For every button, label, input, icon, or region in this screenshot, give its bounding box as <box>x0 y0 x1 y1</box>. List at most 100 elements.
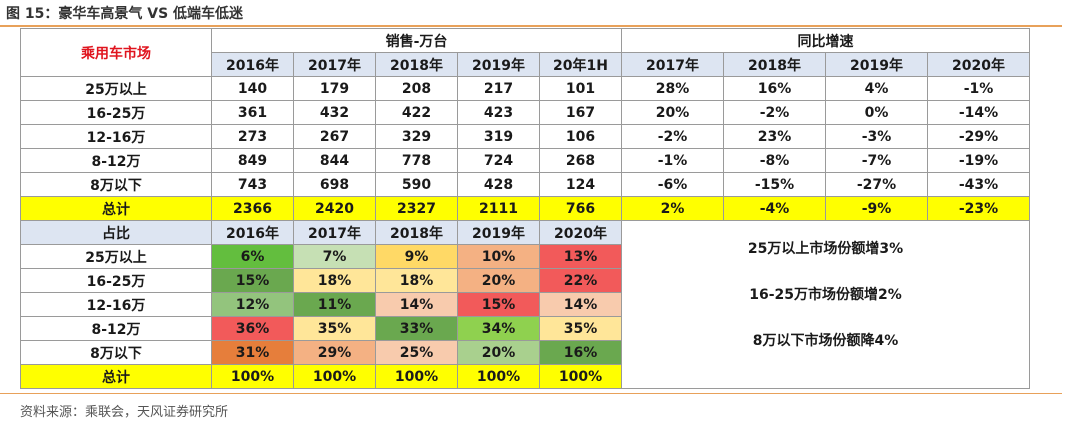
growth-cell: -27% <box>825 172 928 197</box>
row-label: 8-12万 <box>20 316 212 341</box>
share-total-cell: 100% <box>211 364 294 389</box>
share-cell: 36% <box>211 316 294 341</box>
growth-cell: -29% <box>927 124 1030 149</box>
share-year-header: 2020年 <box>539 220 622 245</box>
share-cell: 18% <box>293 268 376 293</box>
share-year-header: 2016年 <box>211 220 294 245</box>
growth-year-header: 2019年 <box>825 52 928 77</box>
share-cell: 25% <box>375 340 458 365</box>
share-cell: 35% <box>539 316 622 341</box>
sales-year-header: 2017年 <box>293 52 376 77</box>
growth-cell: -1% <box>621 148 724 173</box>
share-cell: 15% <box>457 292 540 317</box>
row-label: 12-16万 <box>20 292 212 317</box>
share-cell: 11% <box>293 292 376 317</box>
bottom-rule <box>0 393 1062 394</box>
share-row: 8万以下 31% 29% 25% 20% 16% <box>20 340 1030 365</box>
share-cell: 12% <box>211 292 294 317</box>
sales-cell: 267 <box>293 124 376 149</box>
table-row: 8万以下 743 698 590 428 124 -6% -15% -27% -43% <box>20 172 1030 197</box>
share-cell: 34% <box>457 316 540 341</box>
market-header: 乘用车市场 <box>20 28 212 77</box>
market-table: 乘用车市场 销售-万台 同比增速 2016年 2017年 2018年 2019年 20年1H 2… <box>20 28 1030 389</box>
total-label: 总计 <box>20 196 212 221</box>
growth-cell: 4% <box>825 76 928 101</box>
share-year-header: 2017年 <box>293 220 376 245</box>
growth-cell: -8% <box>723 148 826 173</box>
header-row: 乘用车市场 销售-万台 同比增速 <box>20 28 1030 77</box>
share-cell: 20% <box>457 268 540 293</box>
sales-cell: 217 <box>457 76 540 101</box>
sales-cell: 423 <box>457 100 540 125</box>
sales-cell: 361 <box>211 100 294 125</box>
sales-year-header: 2016年 <box>211 52 294 77</box>
share-cell: 31% <box>211 340 294 365</box>
table-row: 16-25万 361 432 422 423 167 20% -2% 0% -14% <box>20 100 1030 125</box>
share-cell: 33% <box>375 316 458 341</box>
share-total-label: 总计 <box>20 364 212 389</box>
sales-cell: 106 <box>539 124 622 149</box>
growth-cell: 20% <box>621 100 724 125</box>
share-note: 25万以上市场份额增3% <box>747 241 904 257</box>
sales-cell: 208 <box>375 76 458 101</box>
row-label: 16-25万 <box>20 100 212 125</box>
share-row: 16-25万 15% 18% 18% 20% 22% <box>20 268 1030 293</box>
growth-cell: 0% <box>825 100 928 125</box>
total-growth-cell: 2% <box>621 196 724 221</box>
growth-cell: -19% <box>927 148 1030 173</box>
share-header: 占比 <box>20 220 212 245</box>
share-cell: 7% <box>293 244 376 269</box>
row-label: 8万以下 <box>20 172 212 197</box>
share-cell: 35% <box>293 316 376 341</box>
sales-cell: 844 <box>293 148 376 173</box>
share-cell: 14% <box>375 292 458 317</box>
share-total-row: 总计 100% 100% 100% 100% 100% <box>20 364 1030 389</box>
total-row: 总计 2366 2420 2327 2111 766 2% -4% -9% -23% <box>20 196 1030 221</box>
total-growth-cell: -9% <box>825 196 928 221</box>
share-row: 8-12万 36% 35% 33% 34% 35% <box>20 316 1030 341</box>
sales-cell: 167 <box>539 100 622 125</box>
share-note: 16-25万市场份额增2% <box>749 287 902 303</box>
row-label: 8万以下 <box>20 340 212 365</box>
share-total-cell: 100% <box>539 364 622 389</box>
source-note: 资料来源：乘联会，天风证券研究所 <box>20 405 229 420</box>
total-sales-cell: 2420 <box>293 196 376 221</box>
sales-year-header: 20年1H <box>539 52 622 77</box>
sales-cell: 273 <box>211 124 294 149</box>
growth-cell: 23% <box>723 124 826 149</box>
share-row: 12-16万 12% 11% 14% 15% 14% <box>20 292 1030 317</box>
sales-cell: 724 <box>457 148 540 173</box>
share-year-header: 2018年 <box>375 220 458 245</box>
notes-cell: 25万以上市场份额增3% 16-25万市场份额增2% 8万以下市场份额降4% <box>621 220 1030 389</box>
growth-year-header: 2018年 <box>723 52 826 77</box>
growth-header: 同比增速 <box>621 28 1030 53</box>
share-cell: 22% <box>539 268 622 293</box>
growth-cell: -2% <box>621 124 724 149</box>
sales-cell: 140 <box>211 76 294 101</box>
sales-cell: 329 <box>375 124 458 149</box>
row-label: 25万以上 <box>20 244 212 269</box>
sales-cell: 179 <box>293 76 376 101</box>
sales-header: 销售-万台 <box>211 28 622 53</box>
growth-cell: -43% <box>927 172 1030 197</box>
total-sales-cell: 2327 <box>375 196 458 221</box>
share-total-cell: 100% <box>293 364 376 389</box>
title-rule <box>0 25 1062 27</box>
table-row: 12-16万 273 267 329 319 106 -2% 23% -3% -29% <box>20 124 1030 149</box>
growth-cell: -15% <box>723 172 826 197</box>
share-cell: 18% <box>375 268 458 293</box>
growth-year-header: 2020年 <box>927 52 1030 77</box>
sales-cell: 101 <box>539 76 622 101</box>
share-cell: 6% <box>211 244 294 269</box>
share-cell: 16% <box>539 340 622 365</box>
sales-cell: 422 <box>375 100 458 125</box>
share-cell: 20% <box>457 340 540 365</box>
growth-cell: -6% <box>621 172 724 197</box>
table-row: 8-12万 849 844 778 724 268 -1% -8% -7% -19% <box>20 148 1030 173</box>
share-note: 8万以下市场份额降4% <box>752 333 899 349</box>
sales-year-header: 2018年 <box>375 52 458 77</box>
share-cell: 13% <box>539 244 622 269</box>
sales-cell: 743 <box>211 172 294 197</box>
sales-cell: 778 <box>375 148 458 173</box>
growth-cell: -1% <box>927 76 1030 101</box>
